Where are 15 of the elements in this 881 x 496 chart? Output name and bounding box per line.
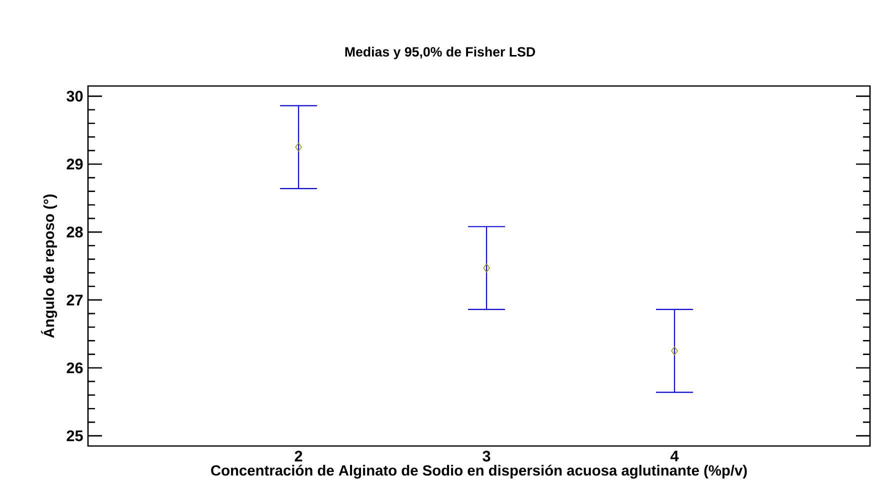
x-tick-label: 4 — [670, 450, 679, 462]
x-tick-label: 3 — [482, 450, 490, 462]
point — [671, 346, 678, 356]
y-tick-label: 30 — [66, 90, 83, 102]
y-tick-label: 28 — [66, 226, 83, 238]
y-tick-label: 25 — [66, 430, 83, 442]
y-tick-label: 26 — [66, 362, 83, 374]
point — [295, 142, 302, 152]
y-axis-title: Ángulo de reposo (°) — [40, 194, 58, 338]
point — [483, 264, 490, 272]
chart-title: Medias y 95,0% de Fisher LSD — [345, 46, 536, 60]
x-tick-label: 2 — [294, 450, 302, 462]
x-axis-title: Concentración de Alginato de Sodio en dispersión acuosa aglutinante (%p/v) — [211, 464, 747, 479]
y-tick-label: 27 — [66, 294, 83, 306]
y-tick-label: 29 — [66, 158, 83, 170]
